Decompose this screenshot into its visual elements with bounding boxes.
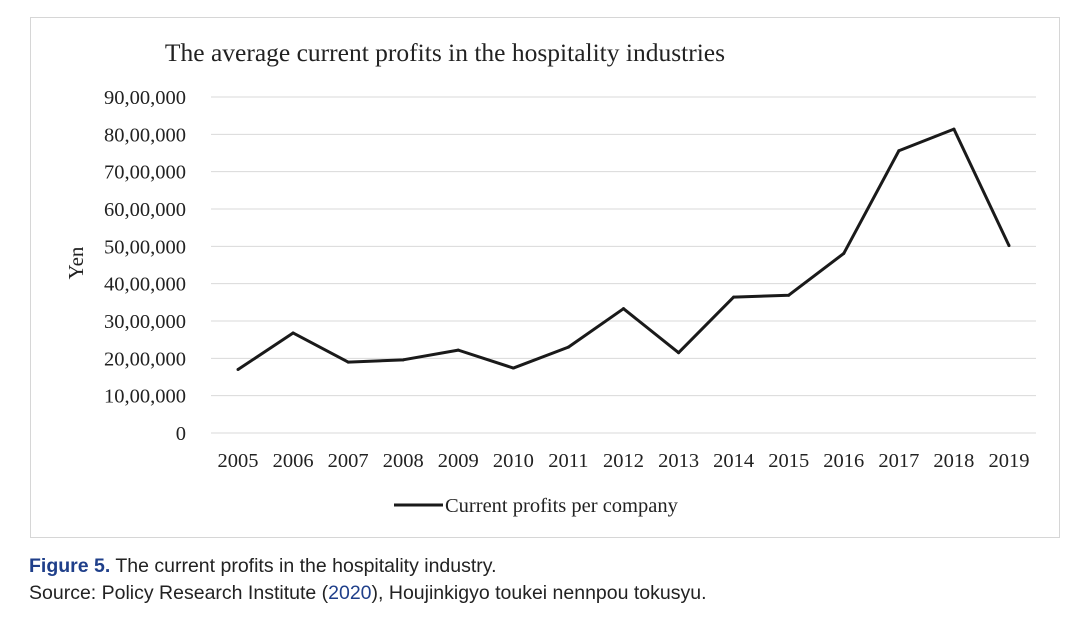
- caption-line: Figure 5. The current profits in the hos…: [29, 553, 1069, 580]
- data-point: [291, 331, 295, 335]
- data-point: [677, 351, 681, 355]
- series-lines: [236, 127, 1011, 372]
- data-point: [787, 293, 791, 297]
- data-point: [511, 366, 515, 370]
- y-tick-label: 50,00,000: [104, 236, 186, 258]
- x-tick-label: 2008: [383, 450, 424, 472]
- chart-title: The average current profits in the hospi…: [165, 38, 725, 67]
- data-point: [346, 360, 350, 364]
- x-tick-label: 2018: [933, 450, 974, 472]
- x-tick-label: 2005: [218, 450, 259, 472]
- x-tick-label: 2017: [878, 450, 919, 472]
- x-tick-label: 2019: [989, 450, 1030, 472]
- x-tick-label: 2006: [273, 450, 314, 472]
- legend: Current profits per company: [394, 495, 679, 517]
- y-tick-labels: 0 10,00,000 20,00,000 30,00,000 40,00,000 50,…: [104, 87, 186, 445]
- x-tick-label: 2011: [548, 450, 588, 472]
- figure-title: The current profits in the hospitality i…: [115, 555, 497, 577]
- x-tick-label: 2014: [713, 450, 754, 472]
- gridlines: [211, 96, 1036, 434]
- y-tick-label: 40,00,000: [104, 274, 186, 296]
- data-point: [456, 348, 460, 352]
- y-tick-label: 10,00,000: [104, 386, 186, 408]
- source-prefix: Source: Policy Research Institute (: [29, 582, 329, 604]
- x-tick-labels: 2005 2006 2007 2008 2009 2010 2011 2012 2013 2014…: [218, 450, 1030, 472]
- data-point: [401, 358, 405, 362]
- citation-link[interactable]: 2020: [328, 582, 372, 604]
- series-line: [237, 127, 1011, 371]
- y-tick-label: 80,00,000: [104, 124, 186, 146]
- data-point: [842, 251, 846, 255]
- y-tick-label: 70,00,000: [104, 162, 186, 184]
- source-line: Source: Policy Research Institute (2020)…: [29, 580, 1069, 607]
- data-point: [732, 295, 736, 299]
- y-tick-label: 60,00,000: [104, 199, 186, 221]
- figure-caption: Figure 5. The current profits in the hos…: [29, 553, 1069, 607]
- x-tick-label: 2012: [603, 450, 644, 472]
- data-point: [897, 149, 901, 153]
- chart-frame: 0 10,00,000 20,00,000 30,00,000 40,00,000 50,…: [30, 17, 1060, 538]
- y-tick-label: 20,00,000: [104, 348, 186, 370]
- data-point: [236, 368, 240, 372]
- y-axis-label: Yen: [64, 246, 88, 279]
- y-tick-label: 0: [176, 423, 186, 445]
- x-tick-label: 2009: [438, 450, 479, 472]
- y-tick-label: 30,00,000: [104, 311, 186, 333]
- source-suffix: ), Houjinkigyo toukei nennpou tokusyu.: [371, 582, 707, 604]
- x-tick-label: 2010: [493, 450, 534, 472]
- y-tick-label: 90,00,000: [104, 87, 186, 109]
- x-tick-label: 2016: [823, 450, 864, 472]
- legend-label: Current profits per company: [445, 495, 679, 517]
- data-point: [566, 345, 570, 349]
- data-point: [1007, 244, 1011, 248]
- figure-label: Figure 5.: [29, 555, 111, 577]
- data-point: [622, 307, 625, 311]
- x-tick-label: 2007: [328, 450, 369, 472]
- x-tick-label: 2015: [768, 450, 809, 472]
- data-point: [952, 127, 956, 131]
- x-tick-label: 2013: [658, 450, 699, 472]
- line-chart: 0 10,00,000 20,00,000 30,00,000 40,00,000 50,…: [64, 38, 1036, 517]
